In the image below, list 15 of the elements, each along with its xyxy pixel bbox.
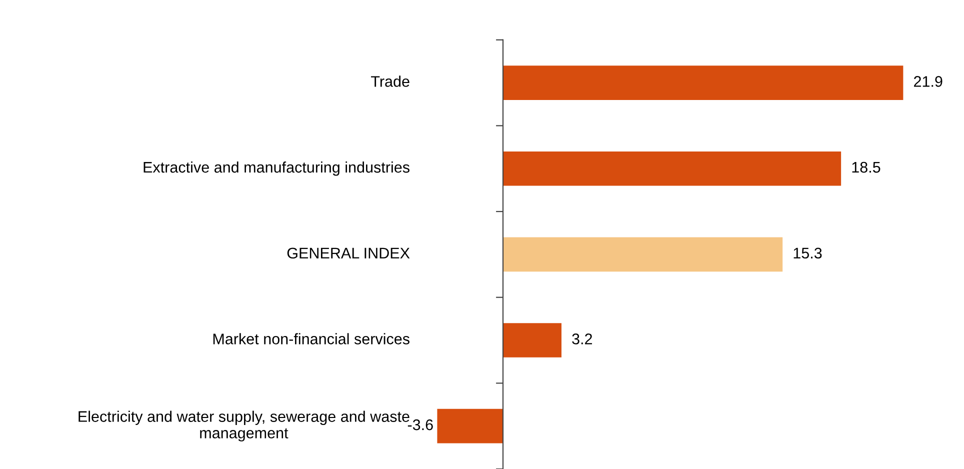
bar xyxy=(437,408,503,444)
data-label: 15.3 xyxy=(794,248,822,259)
data-label: 21.9 xyxy=(914,76,942,87)
data-label: 3.2 xyxy=(572,334,592,344)
y-tick-label: Trade xyxy=(371,76,410,87)
bar xyxy=(502,66,904,100)
bar xyxy=(502,151,842,186)
bar xyxy=(502,323,562,358)
bar xyxy=(502,237,783,272)
y-tick-label: Market non-financial services xyxy=(213,333,410,344)
y-tick-label: Extractive and manufacturing industries xyxy=(144,161,410,176)
data-label: 18.5 xyxy=(852,162,880,173)
data-label: -3.6 xyxy=(408,419,433,430)
y-tick-label: GENERAL INDEX xyxy=(287,248,410,259)
y-tick-label: Electricity and water supply, sewerage and waste management xyxy=(78,410,410,442)
